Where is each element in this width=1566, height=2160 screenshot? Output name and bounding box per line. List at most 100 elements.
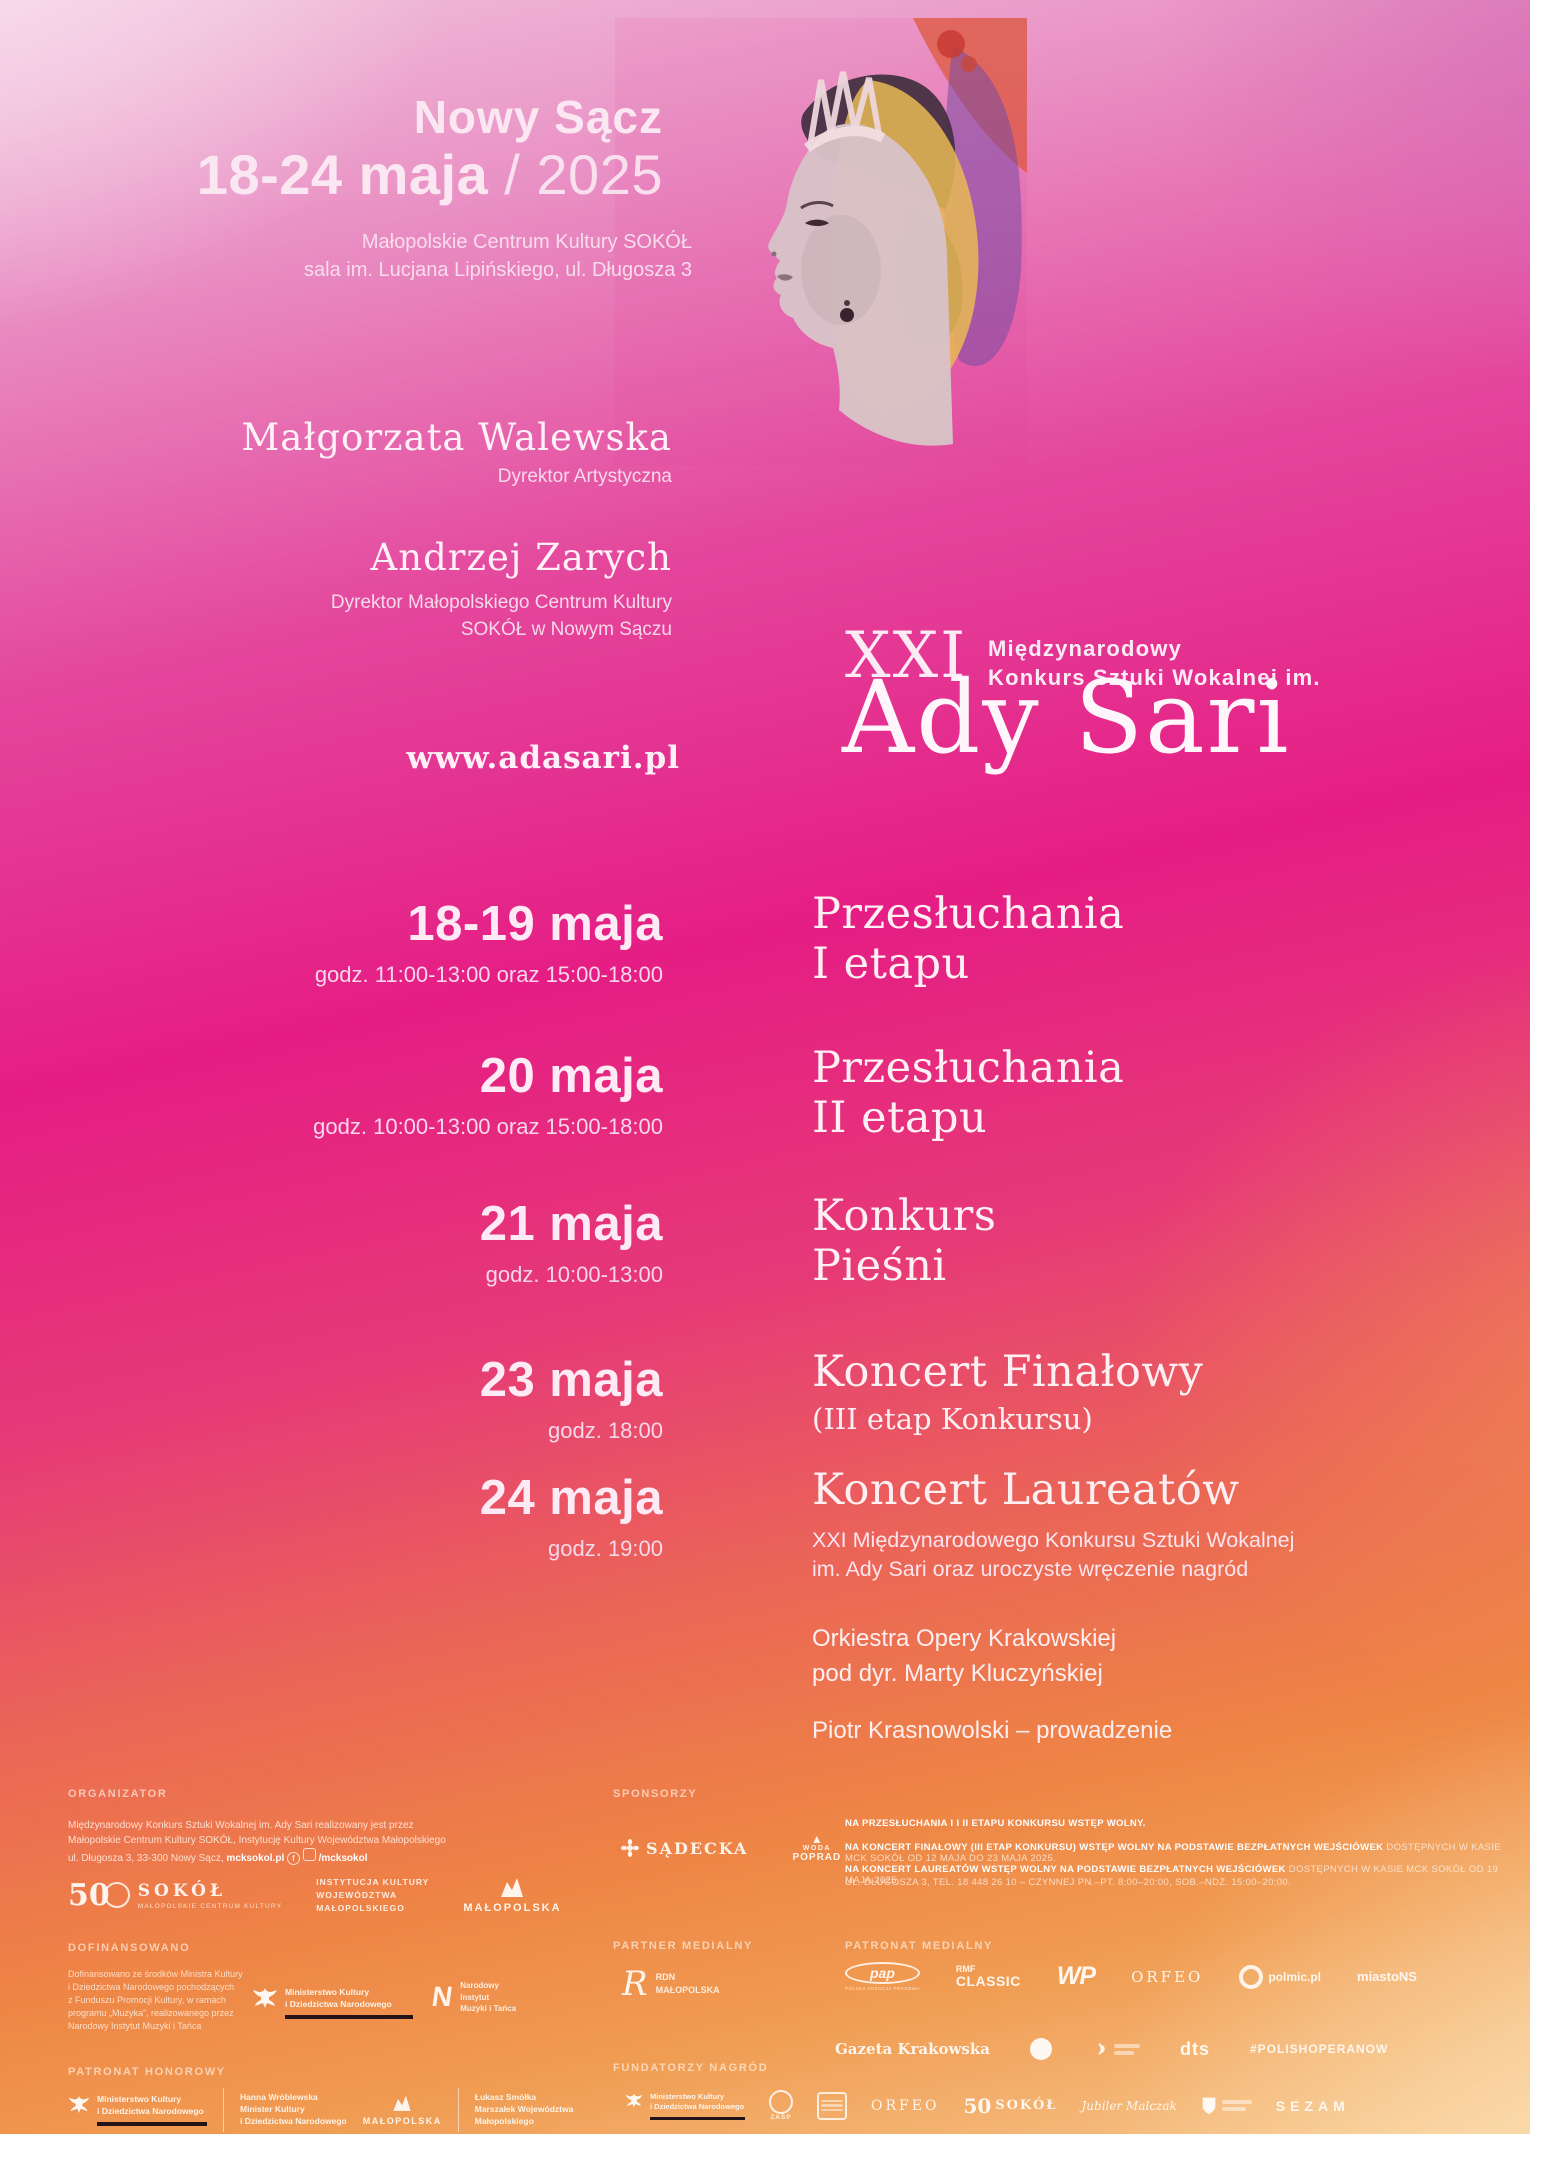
honorary-patronage-row: Ministerstwo Kultury i Dziedzictwa Narod… [68,2088,573,2132]
schedule-event-1: Przesłuchania I etapu [812,889,1125,989]
eagle-emblem-icon [68,2096,90,2114]
cofinancing-heading: DOFINANSOWANO [68,1942,191,1954]
tickets-line-3: NA KONCERT LAUREATÓW WSTĘP WOLNY NA PODS… [845,1864,1499,1886]
stacked-bars-logo [817,2091,847,2120]
organizer-text: Międzynarodowy Konkurs Sztuki Wokalnej i… [68,1820,446,1865]
mck-director-role: Dyrektor Małopolskiego Centrum Kultury S… [330,592,672,640]
orfeo-logo-funder: ORFEO [871,2097,940,2114]
competition-subtitle: Międzynarodowy Konkurs Sztuki Wokalnej i… [988,636,1321,691]
institution-of-culture-label: INSTYTUCJA KULTURY WOJEWÓDZTWA MAŁOPOLSK… [316,1877,430,1913]
venue-address: sala im. Lucjana Lipińskiego, ul. Długos… [304,259,692,281]
orchestra-credit: Orkiestra Opery Krakowskiej pod dyr. Mar… [812,1625,1117,1687]
ada-sari-portrait-collage [615,18,1027,466]
orfeo-logo: ORFEO [1131,1967,1204,1986]
shield-icon [1202,2097,1216,2115]
event-dates: 18-24 maja / 2025 [0,142,663,207]
schedule-date-1: 18-19 maja godz. 11:00-13:00 oraz 15:00-… [314,897,663,987]
marshal-patron-label: Łukasz Smółka Marszałek Województwa Mało… [474,2092,574,2126]
prize-funders-heading: FUNDATORZY NAGRÓD [613,2062,769,2074]
city-name: Nowy Sącz [413,91,663,143]
radio-logo [1092,2040,1140,2058]
sokol-ring-icon [103,1882,130,1909]
schedule-event-5: Koncert Laureatów XXI Międzynarodowego K… [812,1465,1295,1581]
eagle-emblem-icon [253,1988,277,2008]
sokol-50-logo: 50 SOKÓŁ MAŁOPOLSKIE CENTRUM KULTURY [68,1877,283,1913]
circle-logo [1030,2038,1052,2060]
ministry-underline-bar [650,2116,745,2120]
ministry-underline-bar [97,2121,207,2126]
media-partner-heading: PARTNER MEDIALNY [613,1940,754,1952]
media-patronage-heading: PATRONAT MEDIALNY [845,1940,994,1952]
sadecka-logo: SĄDECKA [620,1838,748,1858]
sezam-logo: SEZAM [1275,2097,1350,2114]
website-url: www.adasari.pl [406,740,680,776]
venue-info: Małopolskie Centrum Kultury SOKÓŁ sala i… [0,228,692,284]
miastons-logo: miastoNS [1357,1969,1417,1984]
schedule-date-4: 23 maja godz. 18:00 [479,1353,663,1443]
organizer-heading: ORGANIZATOR [68,1788,168,1800]
ministry-culture-logo-funder: Ministerstwo Kultury i Dziedzictwa Narod… [625,2092,745,2120]
schedule-date-5: 24 maja godz. 19:00 [479,1471,663,1561]
malopolska-m-icon [501,1877,524,1897]
portrait-collage-graphic [615,18,1027,466]
schedule-event-2: Przesłuchania II etapu [812,1043,1125,1143]
divider [457,2088,459,2132]
malopolska-logo-honorary: MAŁOPOLSKA [363,2095,442,2126]
rmf-classic-logo: RMF CLASSIC [955,1964,1021,1989]
artistic-director-name: Małgorzata Walewska [241,416,672,459]
sokol-50-logo-funder: 50 SOKÓŁ [963,2093,1058,2118]
polishoperanow-hashtag: #POLISHOPERANOW [1250,2042,1389,2056]
date-range: 18-24 maja [196,143,489,206]
malopolska-m-icon [393,2095,411,2111]
poprad-logo: ▲ WODA POPRAD [792,1832,842,1863]
competition-patron-name: Ady Sari [842,659,1291,776]
instagram-icon [302,1848,316,1861]
artistic-director-role: Dyrektor Artystyczna [497,466,672,487]
eagle-emblem-icon [625,2093,643,2107]
mountain-icon: ▲ [810,1832,823,1846]
prize-funders-logos: Ministerstwo Kultury i Dziedzictwa Narod… [625,2090,1350,2121]
schedule-date-2: 20 maja godz. 10:00-13:00 oraz 15:00-18:… [313,1049,663,1139]
pap-logo: pap POLSKA AGENCJA PRASOWA [845,1962,920,1991]
ring-icon [1239,1964,1264,1989]
schedule-event-4: Koncert Finałowy (III etap Konkursu) [812,1347,1204,1436]
host-credit: Piotr Krasnowolski – prowadzenie [812,1717,1173,1744]
cofinancing-text: Dofinansowano ze środków Ministra Kultur… [68,1969,243,2032]
crest-logo [1201,2096,1252,2115]
zasp-logo: ZASP [769,2090,793,2121]
venue-name: Małopolskie Centrum Kultury SOKÓŁ [361,231,692,253]
divider [223,2088,224,2132]
nimt-logo: N Narodowy Instytut Muzyki i Tańca [429,1981,517,2014]
media-patronage-row-1: pap POLSKA AGENCJA PRASOWA RMF CLASSIC W… [845,1962,1417,1991]
ministry-underline-bar [285,2014,413,2019]
wp-logo: WP [1056,1962,1096,1990]
facebook-icon: f [287,1852,301,1865]
ministry-culture-logo-honorary: Ministerstwo Kultury i Dziedzictwa Narod… [68,2094,207,2126]
gazeta-krakowska-logo: Gazeta Krakowska [835,2040,990,2058]
scan-margin-right [1530,0,1566,2160]
schedule-event-3: Konkurs Pieśni [812,1191,997,1291]
media-patronage-row-2: Gazeta Krakowska dts #POLISHOPERANOW [835,2038,1388,2060]
organizer-logos: 50 SOKÓŁ MAŁOPOLSKIE CENTRUM KULTURY INS… [68,1876,562,1914]
radio-waves-icon [1098,2043,1105,2055]
ministry-culture-logo: Ministerstwo Kultury i Dziedzictwa Narod… [252,1986,413,2019]
r-monogram-icon: R [622,1964,648,2004]
malopolska-logo: MAŁOPOLSKA [463,1877,561,1914]
zasp-ring-icon [769,2090,793,2114]
scan-margin-bottom [0,2134,1566,2160]
organizer-website: mcksokol.pl [226,1853,285,1864]
schedule-date-3: 21 maja godz. 10:00-13:00 [479,1197,663,1287]
nimt-n-icon: N [429,1981,455,2013]
tickets-line-4: UL. DŁUGOSZA 3, TEL. 18 448 26 10 – CZYN… [845,1877,1292,1888]
event-year: / 2025 [504,143,663,206]
polmic-logo: polmic.pl [1239,1964,1321,1989]
edition-numeral: XXI [845,619,968,693]
rosette-icon [621,1839,639,1858]
sponsors-heading: SPONSORZY [613,1788,698,1800]
minister-patron-label: Hanna Wróblewska Minister Kultury i Dzie… [240,2092,347,2126]
organizer-social-handle: /mcksokol [318,1853,368,1864]
tickets-line-2: NA KONCERT FINAŁOWY (III ETAP KONKURSU) … [845,1842,1501,1864]
dts-logo: dts [1180,2038,1210,2059]
rdn-logo: R RDN MAŁOPOLSKA [622,1964,720,2004]
